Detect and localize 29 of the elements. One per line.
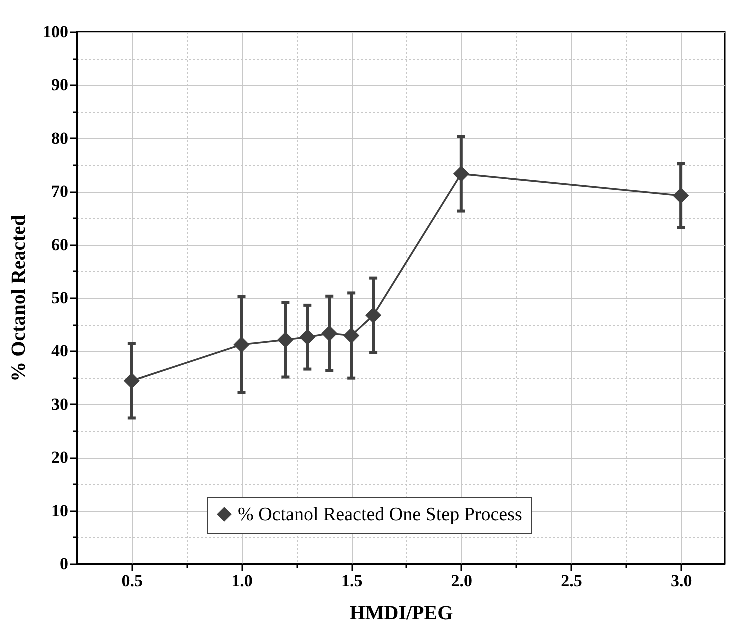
- y-tick-label: 80: [52, 128, 68, 148]
- point: [234, 336, 250, 353]
- point: [453, 166, 470, 182]
- point: [673, 188, 690, 204]
- x-axis-title: HMDI/PEG: [350, 602, 454, 624]
- point: [278, 332, 294, 348]
- y-tick-label: 60: [52, 235, 68, 254]
- y-tick-label: 20: [52, 448, 68, 468]
- y-tick-label: 10: [52, 501, 68, 520]
- y-axis-title: % Octanol Reacted: [8, 215, 30, 382]
- y-tick-label: 100: [43, 22, 68, 42]
- y-tick-label: 30: [52, 394, 68, 414]
- point: [300, 329, 316, 346]
- y-tick-label: 90: [52, 76, 68, 95]
- y-tick-label: 40: [52, 342, 68, 361]
- x-tick-label: 2.0: [451, 572, 473, 590]
- y-tick-label: 0: [60, 554, 68, 574]
- point: [365, 307, 382, 324]
- x-tick-label: 1.5: [341, 572, 363, 590]
- x-tick-label: 3.0: [670, 572, 692, 590]
- point: [344, 328, 360, 344]
- y-tick-label: 50: [52, 288, 68, 308]
- y-tick-label: 70: [52, 182, 68, 202]
- point: [322, 326, 338, 342]
- x-tick-label: 1.0: [232, 572, 253, 590]
- x-tick-label: 0.5: [122, 572, 144, 590]
- point: [124, 372, 140, 390]
- x-tick-label: 2.5: [561, 572, 582, 590]
- legend-label: % Octanol Reacted One Step Process: [238, 504, 522, 526]
